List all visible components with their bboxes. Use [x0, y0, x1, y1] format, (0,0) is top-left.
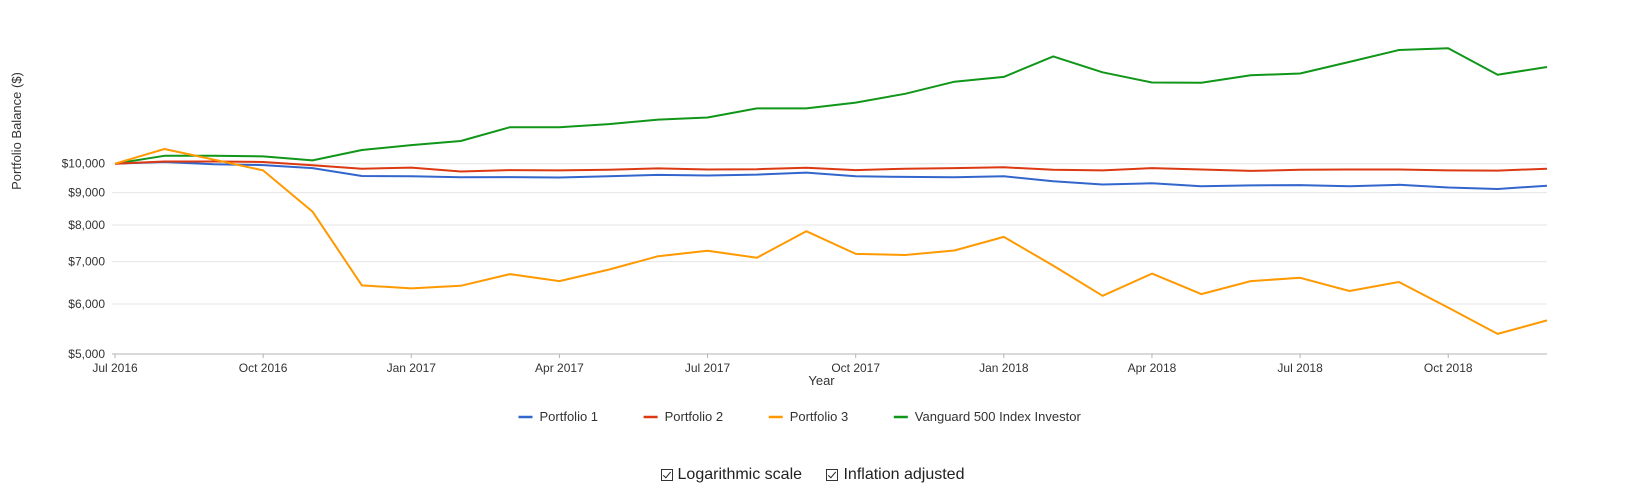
x-tick-label: Oct 2016	[239, 361, 288, 375]
series-line-vanguard-500-index-investor	[114, 47, 1548, 165]
y-tick-label: $6,000	[68, 297, 105, 311]
x-tick-label: Oct 2017	[831, 361, 880, 375]
y-tick-label: $7,000	[68, 255, 105, 269]
x-tick-label: Oct 2018	[1424, 361, 1473, 375]
y-axis: $5,000 $6,000 $7,000 $8,000 $9,000 $10,000	[62, 157, 106, 361]
x-tick-label: Jan 2017	[387, 361, 437, 375]
x-tick-label: Jan 2018	[979, 361, 1029, 375]
series-lines	[114, 47, 1548, 335]
legend-label-vanguard-500-index-investor: Vanguard 500 Index Investor	[915, 409, 1082, 424]
log-scale-checkbox[interactable]	[660, 469, 673, 481]
x-axis: Jul 2016 Oct 2016 Jan 2017 Apr 2017 Jul 2017…	[92, 354, 1473, 375]
series-line-portfolio-3	[114, 148, 1548, 335]
x-tick-label: Jul 2016	[92, 361, 138, 375]
y-tick-label: $5,000	[68, 347, 105, 361]
x-tick-label: Apr 2018	[1128, 361, 1177, 375]
legend-label-portfolio-1: Portfolio 1	[540, 409, 599, 424]
y-axis-title: Portfolio Balance ($)	[9, 72, 24, 190]
series-line-portfolio-1	[114, 161, 1548, 190]
legend-label-portfolio-2: Portfolio 2	[665, 409, 724, 424]
legend: Portfolio 1 Portfolio 2 Portfolio 3 Vanguar…	[518, 409, 1082, 424]
grid-lines	[112, 163, 1547, 355]
portfolio-balance-chart: $5,000 $6,000 $7,000 $8,000 $9,000 $10,000 Ju…	[9, 47, 1548, 424]
y-tick-label: $9,000	[68, 186, 105, 200]
series-line-portfolio-2	[114, 160, 1548, 173]
log-scale-label: Logarithmic scale	[677, 466, 803, 483]
inflation-adjusted-option[interactable]: Inflation adjusted	[826, 466, 964, 484]
x-tick-label: Apr 2017	[535, 361, 584, 375]
inflation-adjusted-checkbox[interactable]	[826, 469, 839, 481]
x-tick-label: Jul 2017	[685, 361, 731, 375]
legend-label-portfolio-3: Portfolio 3	[790, 409, 849, 424]
inflation-adjusted-label: Inflation adjusted	[843, 466, 965, 483]
y-tick-label: $10,000	[62, 157, 106, 171]
chart-options: Logarithmic scale Inflation adjusted	[0, 466, 1625, 486]
y-tick-label: $8,000	[68, 218, 105, 232]
log-scale-option[interactable]: Logarithmic scale	[660, 466, 803, 484]
x-axis-title: Year	[808, 373, 835, 388]
x-tick-label: Jul 2018	[1277, 361, 1323, 375]
